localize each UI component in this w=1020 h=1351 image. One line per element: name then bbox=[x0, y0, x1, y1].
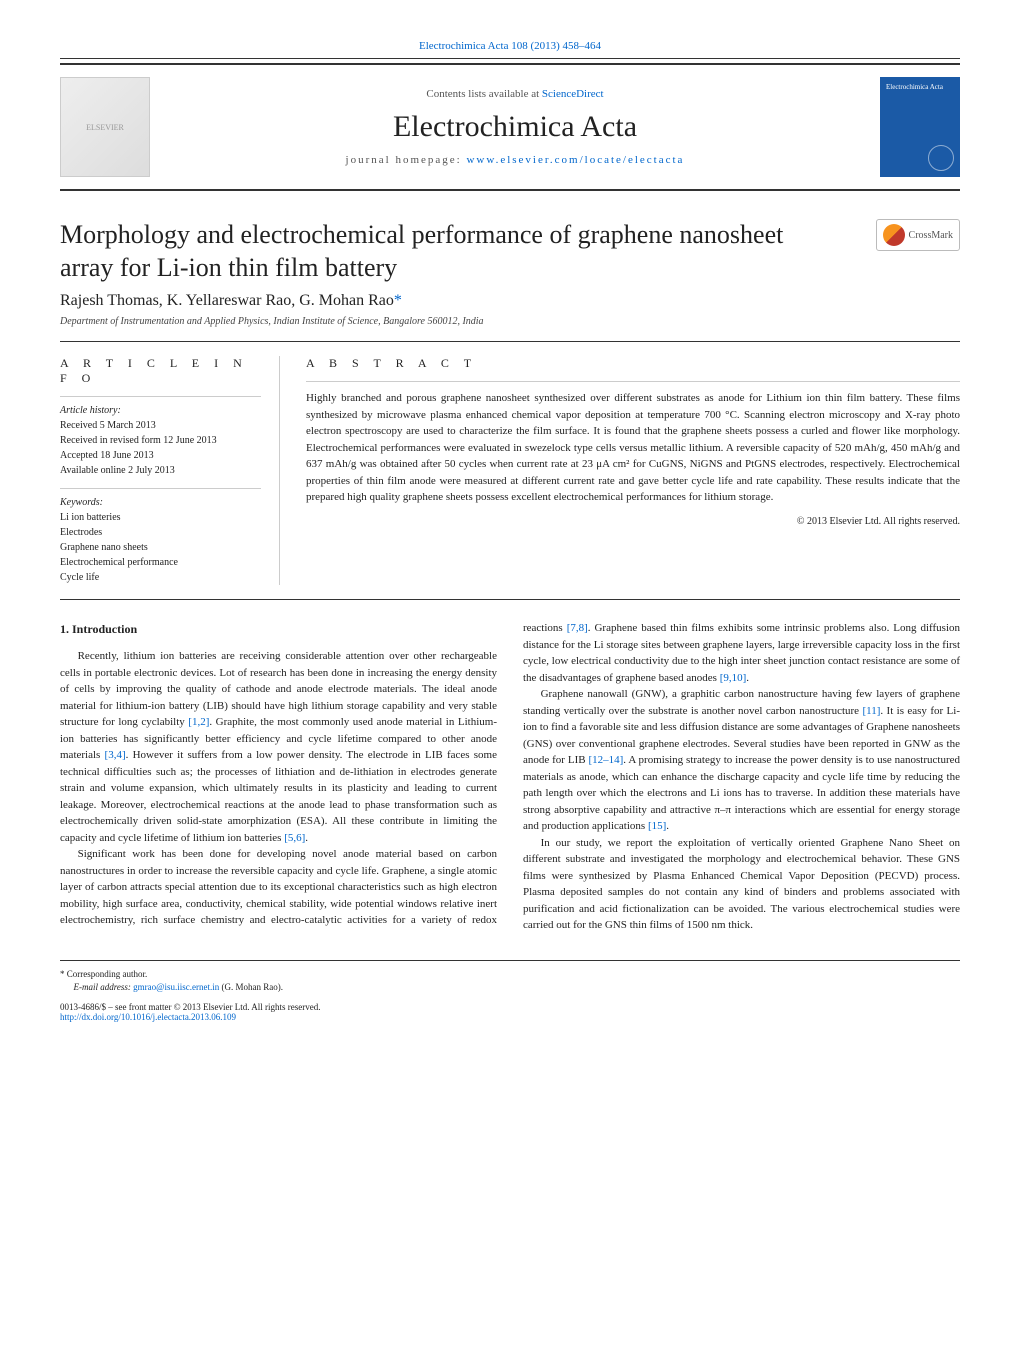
history-block: Article history: Received 5 March 2013 R… bbox=[60, 403, 261, 478]
homepage-prefix: journal homepage: bbox=[346, 154, 467, 166]
history-received: Received 5 March 2013 bbox=[60, 418, 261, 433]
top-rule-2 bbox=[60, 63, 960, 65]
journal-cover-thumb: Electrochimica Acta bbox=[880, 77, 960, 177]
body-text: . bbox=[746, 672, 749, 684]
abstract-heading: A B S T R A C T bbox=[306, 356, 960, 371]
rights-block: 0013-4686/$ – see front matter © 2013 El… bbox=[60, 1002, 960, 1022]
info-abstract-block: A R T I C L E I N F O Article history: R… bbox=[60, 341, 960, 600]
page-footer: * Corresponding author. E-mail address: … bbox=[60, 960, 960, 1022]
citation-link[interactable]: Electrochimica Acta 108 (2013) 458–464 bbox=[60, 40, 960, 52]
citation-link[interactable]: [9,10] bbox=[720, 672, 747, 684]
doi-link[interactable]: http://dx.doi.org/10.1016/j.electacta.20… bbox=[60, 1012, 236, 1022]
keyword-item: Li ion batteries bbox=[60, 510, 261, 525]
body-columns: 1. Introduction Recently, lithium ion ba… bbox=[60, 620, 960, 934]
email-link[interactable]: gmrao@isu.iisc.ernet.in bbox=[133, 982, 219, 992]
email-label: E-mail address: bbox=[74, 982, 134, 992]
keywords-label: Keywords: bbox=[60, 495, 261, 510]
keyword-item: Electrodes bbox=[60, 525, 261, 540]
banner-bottom-rule bbox=[60, 189, 960, 191]
info-rule bbox=[60, 396, 261, 397]
citation-link[interactable]: [5,6] bbox=[284, 832, 305, 844]
journal-name: Electrochimica Acta bbox=[150, 110, 880, 144]
authors-line: Rajesh Thomas, K. Yellareswar Rao, G. Mo… bbox=[60, 292, 960, 310]
history-online: Available online 2 July 2013 bbox=[60, 463, 261, 478]
authors-names: Rajesh Thomas, K. Yellareswar Rao, G. Mo… bbox=[60, 292, 394, 309]
article-info-column: A R T I C L E I N F O Article history: R… bbox=[60, 356, 280, 585]
citation-link[interactable]: [15] bbox=[648, 820, 666, 832]
abstract-rule bbox=[306, 381, 960, 382]
abstract-text: Highly branched and porous graphene nano… bbox=[306, 390, 960, 506]
cover-art-icon bbox=[928, 145, 954, 171]
body-text: . bbox=[666, 820, 669, 832]
citation-link[interactable]: [3,4] bbox=[105, 749, 126, 761]
contents-prefix: Contents lists available at bbox=[426, 88, 541, 100]
banner-center: Contents lists available at ScienceDirec… bbox=[150, 88, 880, 166]
keyword-item: Cycle life bbox=[60, 570, 261, 585]
article-title: Morphology and electrochemical performan… bbox=[60, 219, 840, 284]
body-paragraph: Recently, lithium ion batteries are rece… bbox=[60, 648, 497, 846]
contents-line: Contents lists available at ScienceDirec… bbox=[150, 88, 880, 100]
corresponding-author-note: * Corresponding author. bbox=[60, 969, 960, 979]
cover-brand: Electrochimica Acta bbox=[886, 83, 954, 91]
crossmark-label: CrossMark bbox=[909, 230, 953, 241]
title-row: Morphology and electrochemical performan… bbox=[60, 219, 960, 284]
publisher-logo-text: ELSEVIER bbox=[86, 123, 124, 132]
body-text: . However it suffers from a low power de… bbox=[60, 749, 497, 844]
journal-banner: ELSEVIER Contents lists available at Sci… bbox=[60, 69, 960, 185]
publisher-logo: ELSEVIER bbox=[60, 77, 150, 177]
citation-link[interactable]: [11] bbox=[862, 705, 880, 717]
citation-link[interactable]: [12–14] bbox=[588, 754, 623, 766]
abstract-column: A B S T R A C T Highly branched and poro… bbox=[306, 356, 960, 585]
journal-homepage: journal homepage: www.elsevier.com/locat… bbox=[150, 154, 880, 166]
body-text: . bbox=[305, 832, 308, 844]
info-rule-2 bbox=[60, 488, 261, 489]
keywords-block: Keywords: Li ion batteries Electrodes Gr… bbox=[60, 495, 261, 585]
body-paragraph: In our study, we report the exploitation… bbox=[523, 835, 960, 934]
email-suffix: (G. Mohan Rao). bbox=[219, 982, 283, 992]
citation-link[interactable]: [1,2] bbox=[188, 716, 209, 728]
history-revised: Received in revised form 12 June 2013 bbox=[60, 433, 261, 448]
section-heading-intro: 1. Introduction bbox=[60, 620, 497, 638]
keyword-item: Graphene nano sheets bbox=[60, 540, 261, 555]
rights-text: 0013-4686/$ – see front matter © 2013 El… bbox=[60, 1002, 960, 1012]
abstract-copyright: © 2013 Elsevier Ltd. All rights reserved… bbox=[306, 516, 960, 527]
keyword-item: Electrochemical performance bbox=[60, 555, 261, 570]
body-paragraph: Graphene nanowall (GNW), a graphitic car… bbox=[523, 686, 960, 835]
crossmark-badge[interactable]: CrossMark bbox=[876, 219, 960, 251]
top-rule-1 bbox=[60, 58, 960, 59]
corresponding-marker[interactable]: * bbox=[394, 292, 402, 309]
history-label: Article history: bbox=[60, 403, 261, 418]
email-line: E-mail address: gmrao@isu.iisc.ernet.in … bbox=[60, 982, 960, 992]
article-info-heading: A R T I C L E I N F O bbox=[60, 356, 261, 386]
affiliation: Department of Instrumentation and Applie… bbox=[60, 316, 960, 327]
sciencedirect-link[interactable]: ScienceDirect bbox=[542, 88, 604, 100]
citation-link[interactable]: [7,8] bbox=[567, 622, 588, 634]
history-accepted: Accepted 18 June 2013 bbox=[60, 448, 261, 463]
homepage-link[interactable]: www.elsevier.com/locate/electacta bbox=[466, 154, 684, 166]
crossmark-icon bbox=[883, 224, 905, 246]
